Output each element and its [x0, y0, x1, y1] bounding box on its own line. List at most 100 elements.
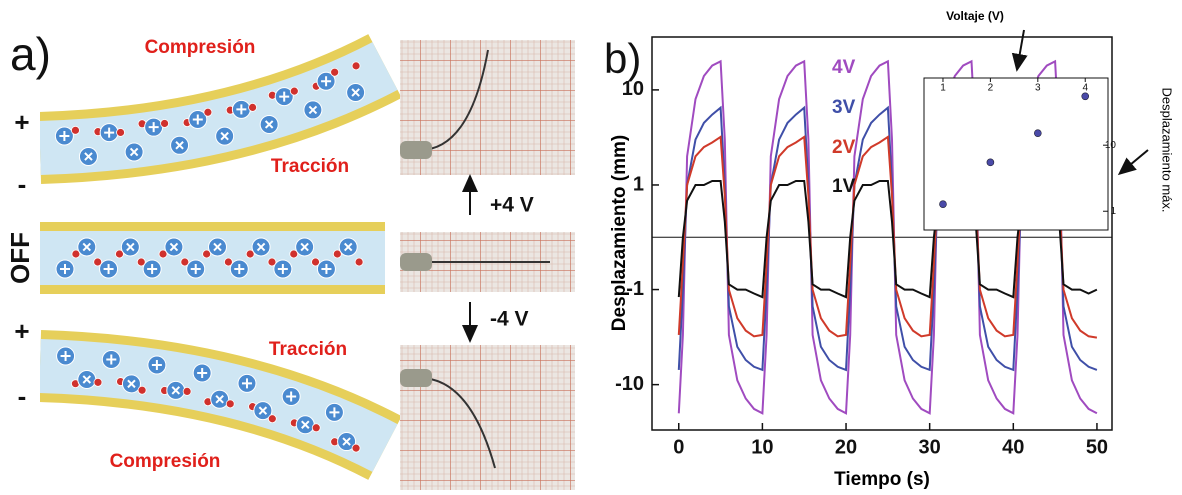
label: Tracción	[269, 339, 347, 360]
cation-symbol	[279, 91, 290, 102]
legend-label: 1V	[832, 176, 856, 197]
cation-symbol	[60, 351, 71, 362]
anion	[311, 423, 321, 433]
cation-symbol	[301, 420, 310, 429]
y-tick-label: 10	[622, 78, 644, 100]
cation-symbol	[59, 130, 70, 141]
anion	[136, 257, 146, 267]
voltage: +4 V	[490, 194, 534, 217]
cation-symbol	[264, 120, 274, 129]
cation-symbol	[241, 378, 252, 389]
cation-symbol	[104, 127, 115, 138]
cation-symbol	[329, 407, 340, 418]
anion	[225, 399, 235, 409]
clamp	[400, 369, 432, 387]
anion	[180, 257, 190, 267]
x-tick-label: 0	[673, 436, 684, 458]
cation-symbol	[277, 264, 288, 274]
photos	[400, 40, 575, 490]
x-tick-label: 50	[1086, 436, 1108, 458]
anion	[351, 443, 361, 453]
cation-symbol	[82, 375, 92, 384]
anion	[223, 257, 233, 267]
anion	[289, 249, 299, 259]
mask	[0, 100, 40, 430]
cation-symbol	[169, 242, 179, 252]
anion	[311, 257, 320, 267]
clamp	[400, 253, 432, 271]
cation-symbol	[190, 264, 201, 274]
anion	[351, 61, 361, 71]
cation-symbol	[213, 242, 222, 252]
cation-symbol	[300, 242, 309, 252]
arrow	[1117, 149, 1149, 176]
cation-symbol	[192, 114, 203, 125]
panel-label: a)	[10, 28, 51, 80]
anion	[203, 107, 213, 117]
voltage: -4 V	[490, 308, 529, 331]
sign: +	[14, 316, 29, 346]
cation-symbol	[127, 379, 136, 389]
anion	[182, 387, 192, 396]
sign: -	[18, 381, 27, 411]
point	[939, 200, 947, 208]
legend-label: 2V	[832, 137, 856, 158]
cation-symbol	[236, 104, 247, 115]
anion	[245, 249, 255, 259]
anion	[93, 257, 103, 267]
beam-core	[39, 42, 398, 175]
sign: +	[14, 107, 29, 137]
panel-label: b)	[604, 35, 641, 82]
inset-x-tick-label: 2	[988, 83, 994, 94]
cation-symbol	[308, 105, 318, 115]
cation-symbol	[151, 360, 162, 371]
y-tick-label: -1	[626, 278, 644, 300]
inset-y-title: Desplazamiento máx.	[1160, 88, 1175, 213]
anion	[160, 119, 169, 128]
point	[986, 158, 995, 167]
cation-symbol	[60, 264, 70, 274]
anion	[71, 249, 81, 259]
cation-symbol	[197, 367, 208, 378]
anion	[93, 377, 103, 387]
x-tick-label: 20	[835, 436, 857, 458]
cation-symbol	[234, 264, 245, 274]
off-label: OFF	[5, 232, 35, 284]
inset-x-tick-label: 1	[940, 83, 946, 94]
legend-label: 3V	[832, 97, 856, 118]
photo	[400, 345, 575, 490]
anion	[267, 414, 277, 424]
anion	[332, 249, 342, 259]
cation-symbol	[82, 242, 92, 252]
clamp	[400, 141, 432, 159]
y-axis-title: Desplazamiento (mm)	[609, 135, 630, 331]
inset-frame	[923, 77, 1109, 231]
y-tick-label: 1	[633, 173, 644, 195]
label: Compresión	[110, 451, 221, 472]
anion	[71, 125, 80, 135]
point	[1034, 129, 1042, 137]
cation-symbol	[351, 88, 360, 97]
anion	[158, 249, 168, 259]
anion	[289, 86, 299, 96]
cation-symbol	[256, 242, 266, 252]
anion	[330, 67, 340, 77]
anion	[248, 102, 257, 112]
anion	[267, 257, 277, 267]
x-axis-title: Tiempo (s)	[834, 469, 930, 490]
cation-symbol	[103, 264, 114, 274]
cation-symbol	[343, 242, 353, 252]
x-tick-label: 10	[751, 436, 773, 458]
cation-symbol	[175, 141, 184, 150]
cation-symbol	[84, 152, 93, 161]
arrow	[1011, 29, 1028, 72]
cation-symbol	[126, 242, 135, 252]
anion	[202, 249, 212, 259]
anion	[354, 257, 364, 267]
anion	[116, 128, 125, 137]
sign: -	[18, 169, 27, 199]
cation-symbol	[106, 354, 117, 365]
cation-symbol	[220, 131, 229, 141]
cation-symbol	[286, 391, 297, 402]
